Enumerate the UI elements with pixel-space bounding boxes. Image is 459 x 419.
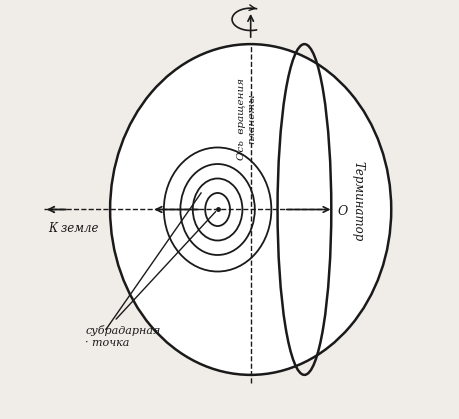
Text: субрадарная
· точка: субрадарная · точка [85,325,160,348]
Text: Ось  вращения
планеты: Ось вращения планеты [236,78,256,160]
Text: Терминатор: Терминатор [351,161,364,241]
Text: О: О [337,205,347,218]
Text: К земле: К земле [48,222,98,235]
Ellipse shape [110,44,391,375]
